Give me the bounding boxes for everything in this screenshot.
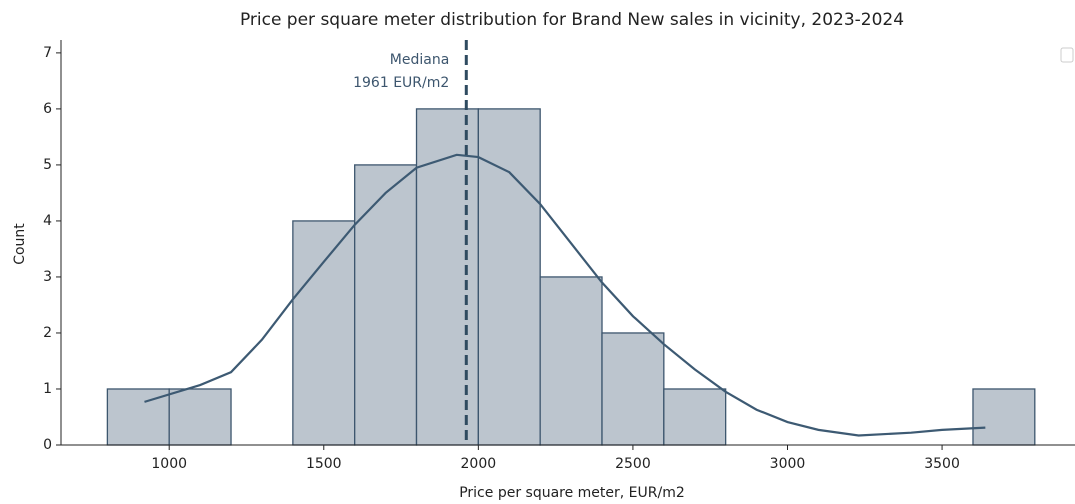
x-tick-label: 1000 bbox=[151, 456, 187, 472]
bar bbox=[292, 220, 356, 446]
chart-title: Price per square meter distribution for … bbox=[240, 10, 904, 30]
axes bbox=[60, 40, 1075, 446]
bar bbox=[663, 388, 727, 446]
bar bbox=[354, 164, 418, 446]
bar bbox=[168, 388, 232, 446]
bar bbox=[539, 276, 603, 446]
bar bbox=[415, 108, 479, 446]
y-tick-label: 4 bbox=[43, 213, 52, 229]
y-tick-label: 6 bbox=[43, 101, 52, 117]
y-tick-label: 5 bbox=[43, 157, 52, 173]
x-tick-label: 1500 bbox=[306, 456, 342, 472]
y-axis-label: Count bbox=[12, 223, 28, 265]
x-axis-label: Price per square meter, EUR/m2 bbox=[459, 485, 685, 501]
y-tick-label: 1 bbox=[43, 381, 52, 397]
x-tick-label: 3000 bbox=[770, 456, 806, 472]
y-tick-label: 0 bbox=[43, 437, 52, 453]
x-tick-label: 2500 bbox=[615, 456, 651, 472]
y-tick-label: 3 bbox=[43, 269, 52, 285]
median-annotation: Mediana bbox=[390, 52, 450, 68]
y-tick-label: 2 bbox=[43, 325, 52, 341]
x-tick-label: 3500 bbox=[924, 456, 960, 472]
legend-box bbox=[1060, 47, 1074, 63]
bar bbox=[972, 388, 1036, 446]
kde-line bbox=[144, 153, 986, 437]
bar bbox=[601, 332, 665, 446]
y-tick-label: 7 bbox=[43, 45, 52, 61]
x-tick-label: 2000 bbox=[461, 456, 497, 472]
bar bbox=[477, 108, 541, 446]
median-annotation: 1961 EUR/m2 bbox=[353, 75, 449, 91]
